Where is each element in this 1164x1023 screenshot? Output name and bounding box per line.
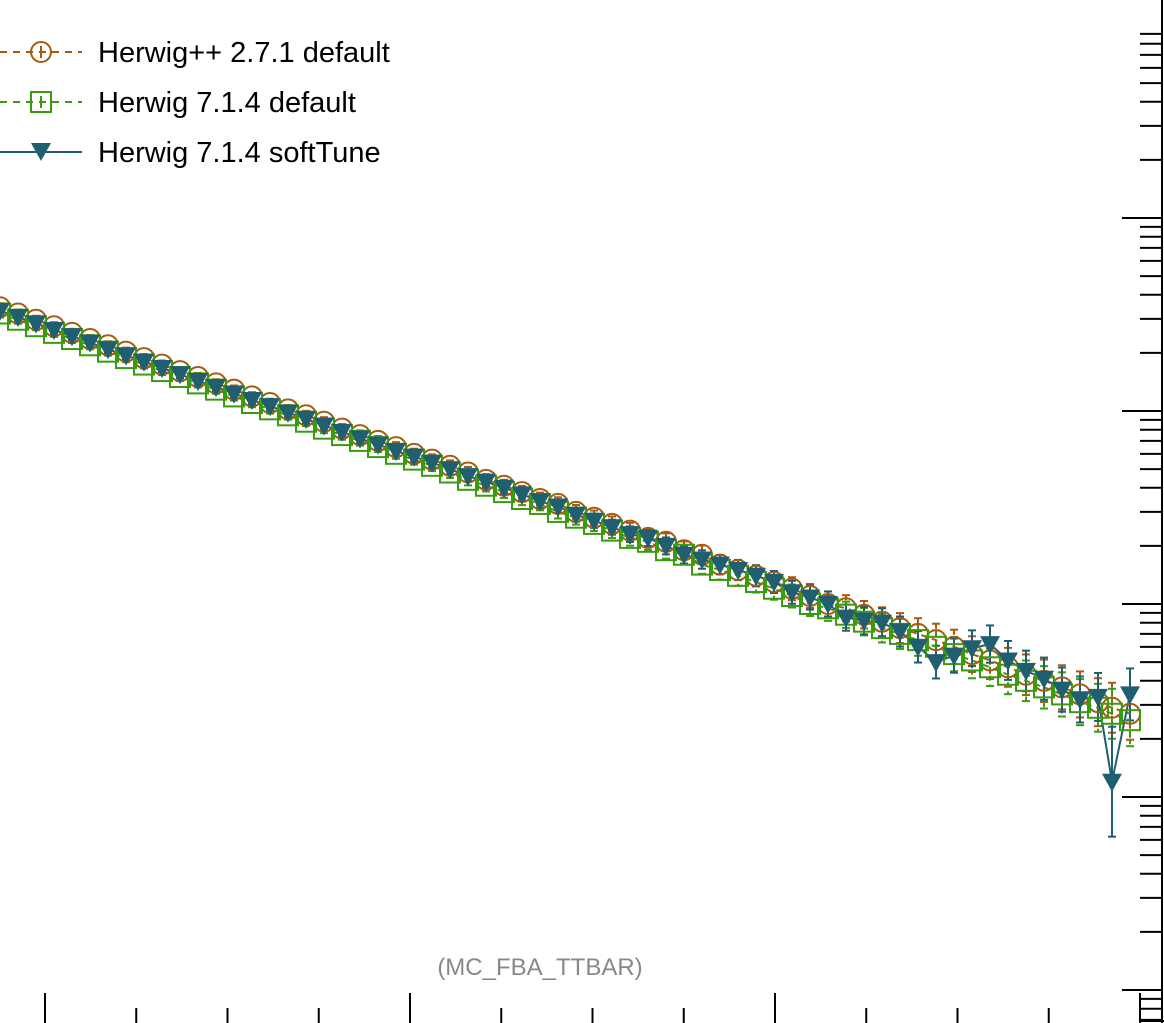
data-point bbox=[1102, 773, 1122, 792]
series-markers bbox=[0, 296, 1141, 792]
legend-entry-herwig-714-softtune: Herwig 7.1.4 softTune bbox=[0, 137, 381, 169]
data-point bbox=[368, 436, 388, 455]
data-point bbox=[620, 526, 640, 545]
data-point bbox=[926, 654, 946, 673]
data-point bbox=[836, 609, 856, 628]
data-point bbox=[800, 589, 820, 608]
legend-label-herwig-714-softtune: Herwig 7.1.4 softTune bbox=[98, 137, 381, 169]
data-point bbox=[998, 652, 1018, 671]
data-point bbox=[656, 537, 676, 556]
data-point bbox=[206, 379, 226, 398]
data-point bbox=[170, 366, 190, 385]
data-point bbox=[152, 360, 172, 379]
data-point bbox=[458, 468, 478, 487]
data-point bbox=[1034, 670, 1054, 689]
data-point bbox=[26, 315, 46, 334]
data-point bbox=[818, 596, 838, 614]
data-point bbox=[764, 574, 784, 593]
data-point bbox=[1119, 709, 1141, 732]
analysis-label: (MC_FBA_TTBAR) bbox=[437, 954, 642, 981]
data-point bbox=[386, 443, 406, 462]
data-point bbox=[728, 562, 748, 581]
data-point bbox=[476, 473, 496, 492]
data-point bbox=[782, 584, 802, 603]
data-point bbox=[260, 398, 280, 417]
data-point bbox=[512, 486, 532, 505]
data-point bbox=[1070, 691, 1090, 710]
data-point bbox=[332, 423, 352, 442]
data-point bbox=[854, 612, 874, 631]
circle-marker-icon bbox=[30, 41, 52, 63]
data-point bbox=[440, 461, 460, 480]
data-point bbox=[584, 512, 604, 531]
data-point bbox=[62, 328, 82, 347]
data-point bbox=[314, 417, 334, 436]
data-point bbox=[853, 610, 875, 633]
legend-label-herwigpp-271: Herwig++ 2.7.1 default bbox=[98, 37, 390, 69]
data-point bbox=[872, 614, 892, 633]
data-point bbox=[0, 302, 11, 325]
data-point bbox=[980, 636, 1000, 655]
data-point bbox=[134, 353, 154, 372]
data-point bbox=[404, 448, 424, 467]
data-point bbox=[908, 638, 928, 657]
data-point bbox=[8, 308, 28, 327]
data-point bbox=[979, 656, 1001, 679]
data-point bbox=[350, 430, 370, 449]
data-point bbox=[224, 385, 244, 404]
data-point bbox=[188, 373, 208, 392]
data-point bbox=[602, 519, 622, 538]
legend-entry-herwigpp-271-default: Herwig++ 2.7.1 default bbox=[0, 37, 390, 69]
data-point bbox=[638, 529, 658, 548]
data-point bbox=[746, 567, 766, 586]
data-point bbox=[116, 347, 136, 366]
legend-entry-herwig-714-default: Herwig 7.1.4 default bbox=[0, 87, 356, 119]
data-point bbox=[1052, 681, 1072, 700]
legend: Herwig++ 2.7.1 default Herwig 7.1.4 defa… bbox=[0, 37, 390, 169]
data-point bbox=[692, 551, 712, 570]
data-point bbox=[944, 647, 964, 666]
data-point bbox=[80, 334, 100, 353]
data-point bbox=[566, 506, 586, 525]
data-point bbox=[1088, 688, 1108, 707]
data-point bbox=[674, 546, 694, 565]
data-point bbox=[1120, 686, 1140, 705]
data-point bbox=[494, 479, 514, 498]
data-point bbox=[530, 493, 550, 512]
data-point bbox=[1101, 702, 1123, 725]
data-point bbox=[1016, 662, 1036, 681]
data-point bbox=[44, 321, 64, 340]
data-point bbox=[296, 410, 316, 429]
data-point bbox=[98, 341, 118, 360]
data-point bbox=[962, 640, 982, 659]
data-point bbox=[548, 498, 568, 517]
axes-frame bbox=[44, 0, 1164, 1023]
data-point bbox=[422, 454, 442, 473]
square-marker-icon bbox=[30, 91, 52, 113]
data-point bbox=[890, 623, 910, 642]
legend-label-herwig-714-default: Herwig 7.1.4 default bbox=[98, 87, 356, 119]
data-point bbox=[278, 404, 298, 423]
data-point bbox=[242, 392, 262, 411]
data-point bbox=[710, 556, 730, 575]
triangle-marker-icon bbox=[31, 143, 51, 161]
data-point bbox=[0, 302, 10, 321]
